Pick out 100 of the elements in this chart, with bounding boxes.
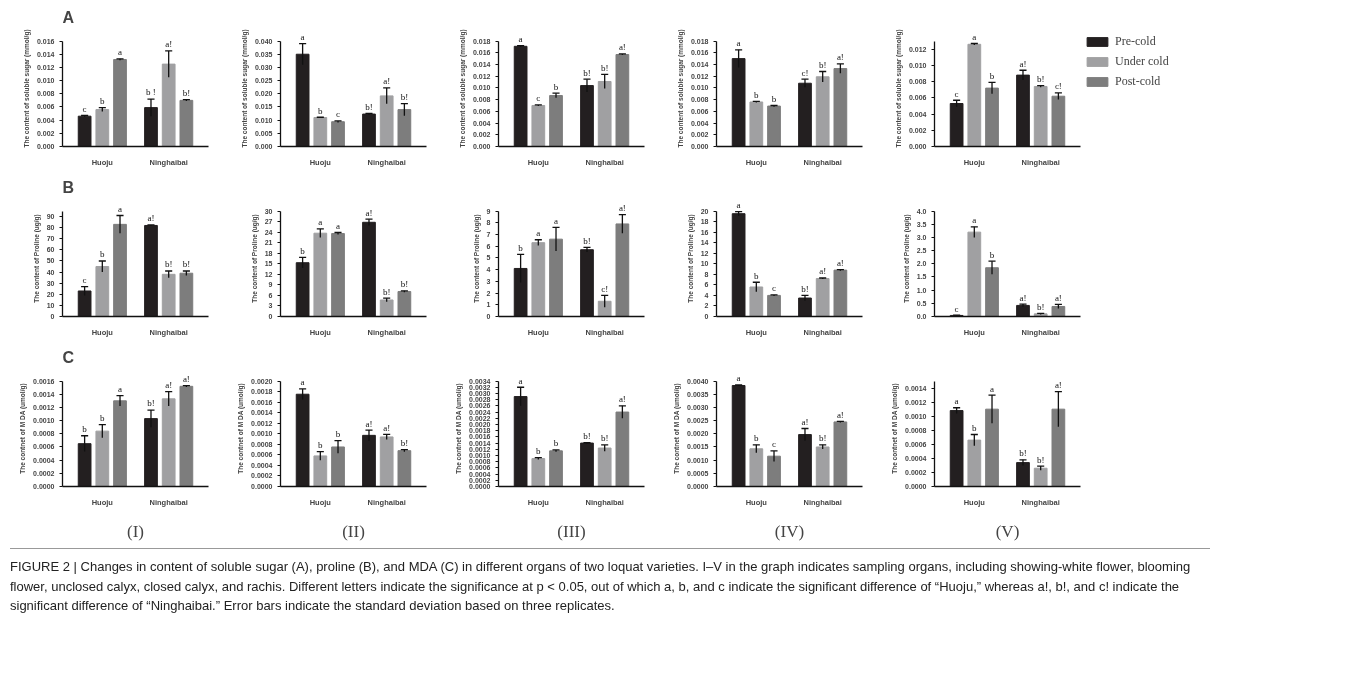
data-label: b: [100, 96, 106, 107]
data-label: a!: [618, 202, 626, 213]
data-label: b: [100, 412, 106, 423]
data-label: a: [300, 32, 305, 43]
data-label: b!: [583, 67, 591, 78]
data-label: a: [318, 217, 323, 228]
data-label: a!: [1019, 292, 1027, 303]
data-label: c: [772, 439, 777, 450]
data-label: a!: [147, 213, 155, 224]
data-label: a: [118, 383, 123, 394]
legend-label: Pre-cold: [1115, 34, 1156, 49]
data-label: b!: [400, 279, 409, 290]
legend-label: Under cold: [1115, 54, 1169, 69]
data-label: b!: [600, 62, 609, 73]
data-label: a!: [383, 422, 391, 433]
data-label: b!: [1036, 74, 1045, 85]
x-axis-title: (V): [995, 521, 1020, 541]
data-label: b!: [400, 438, 409, 449]
x-axis-title: (I): [127, 521, 144, 541]
data-label: a!: [165, 39, 173, 50]
chart-title: B: [62, 178, 75, 196]
data-label: c: [954, 303, 959, 314]
data-label: b: [82, 424, 88, 435]
x-axis-title: (II): [342, 521, 365, 541]
data-label: c!: [601, 283, 609, 294]
data-label: c: [336, 109, 341, 120]
data-label: a: [336, 220, 341, 231]
data-label: a!: [1054, 380, 1062, 391]
data-label: a!: [836, 52, 844, 63]
data-label: b!: [583, 235, 591, 246]
data-label: a!: [618, 42, 626, 53]
data-label: a: [990, 383, 995, 394]
data-label: a!: [819, 266, 827, 277]
data-label: a: [518, 375, 523, 386]
data-label: b: [536, 446, 542, 457]
data-label: b!: [1019, 448, 1027, 459]
data-label: b: [972, 422, 978, 433]
data-label: a: [736, 38, 741, 49]
data-label: a: [972, 215, 977, 226]
data-label: a: [118, 203, 123, 214]
data-label: b!: [801, 283, 809, 294]
data-label: b!: [1036, 301, 1045, 312]
data-label: c: [82, 103, 87, 114]
chart-title: C: [62, 348, 75, 366]
data-label: a!: [182, 374, 190, 385]
data-label: a!: [365, 207, 373, 218]
data-label: b!: [583, 431, 591, 442]
data-label: a: [518, 34, 523, 45]
data-label: b: [100, 249, 106, 260]
data-label: a: [954, 396, 959, 407]
data-label: b!: [600, 433, 609, 444]
data-label: a!: [1054, 292, 1062, 303]
data-label: b!: [818, 433, 827, 444]
data-label: b: [754, 270, 760, 281]
data-label: a!: [1019, 58, 1027, 69]
data-label: a!: [365, 418, 373, 429]
legend-label: Post-cold: [1115, 74, 1161, 89]
x-axis-title: (III): [557, 521, 586, 541]
data-label: b!: [818, 59, 827, 70]
data-label: b: [553, 438, 559, 449]
data-label: a: [536, 228, 541, 239]
data-label: b: [754, 89, 760, 100]
data-label: c: [772, 283, 777, 294]
data-label: b!: [182, 88, 191, 99]
data-label: a!: [383, 76, 391, 87]
data-label: a!: [801, 416, 809, 427]
data-label: a: [118, 47, 123, 58]
data-label: b: [300, 245, 306, 256]
data-label: b: [989, 70, 995, 81]
x-axis-title: (IV): [774, 521, 805, 541]
data-label: c: [954, 88, 959, 99]
chart-title: A: [62, 8, 75, 26]
data-label: a: [972, 31, 977, 42]
data-label: a: [300, 377, 305, 388]
data-label: b!: [400, 91, 409, 102]
data-label: b: [318, 440, 324, 451]
data-label: b: [318, 105, 324, 116]
data-label: a!: [618, 394, 626, 405]
data-label: c: [82, 274, 87, 285]
data-label: b: [989, 249, 995, 260]
data-label: b!: [147, 398, 155, 409]
data-label: a: [554, 215, 559, 226]
data-label: a!: [836, 257, 844, 268]
data-label: b: [553, 81, 559, 92]
data-label: a!: [165, 380, 173, 391]
data-label: b: [754, 433, 760, 444]
data-label: b!: [365, 101, 373, 112]
data-label: b !: [146, 87, 156, 98]
data-label: b: [518, 242, 524, 253]
data-label: b!: [382, 286, 391, 297]
data-label: c: [536, 93, 541, 104]
caption: FIGURE 2 | Changes in content of soluble sugar (A), proline (B), and MDA (C) in different organs of two loquat varieties. I–V in the graph indicates sampling organs, including showing-white flower, blooming flower, unclosed calyx, closed calyx, and rachis. Different letters indicate the significance at p < 0.05, out of which a, b, and c indicate the significant difference of “Huoju,” whereas a!, b!, and c! indicate the significant difference of “Ninghaibai.” Error bars indicate the standard deviation based on three replicates.: [10, 558, 1192, 615]
data-label: b: [771, 93, 777, 104]
data-label: c!: [1054, 81, 1062, 92]
data-label: b!: [182, 259, 191, 270]
data-label: b!: [1036, 454, 1045, 465]
data-label: c!: [801, 67, 809, 78]
data-label: a: [736, 199, 741, 210]
data-label: a!: [836, 409, 844, 420]
data-label: b!: [164, 259, 173, 270]
